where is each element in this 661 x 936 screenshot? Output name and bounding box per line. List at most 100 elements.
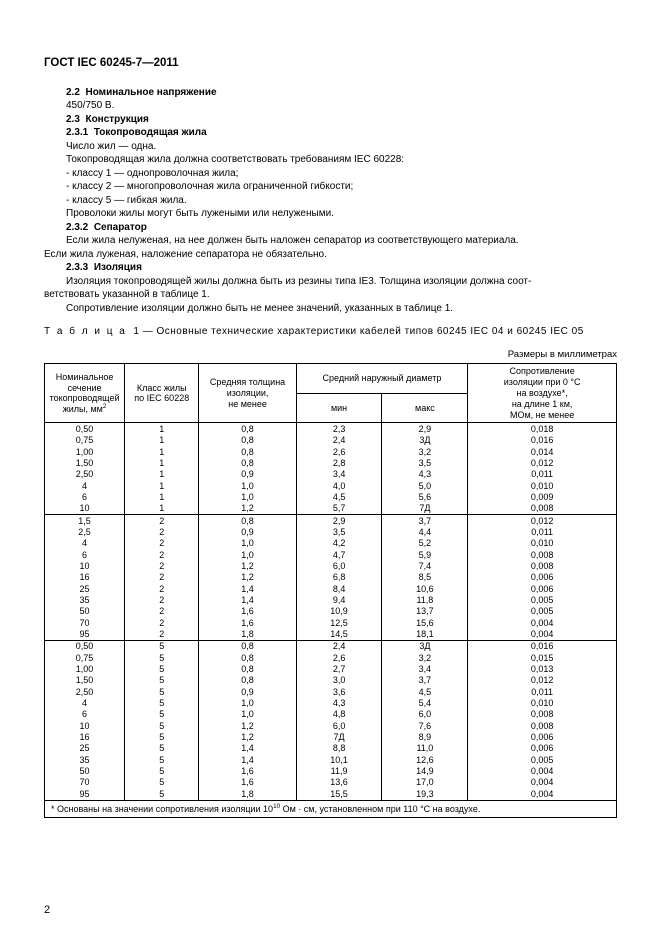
- th-max: макс: [382, 393, 468, 423]
- table-row: 0,7550,82,63,20,015: [45, 652, 617, 663]
- table-cell: 7Д: [382, 503, 468, 515]
- table-cell: 70: [45, 777, 125, 788]
- table-cell: 1,2: [199, 560, 296, 571]
- table-cell: 0,8: [199, 640, 296, 652]
- table-cell: 10: [45, 503, 125, 515]
- table-row: 1011,25,77Д0,008: [45, 503, 617, 515]
- table-cell: 6,0: [296, 560, 382, 571]
- table-cell: 17,0: [382, 777, 468, 788]
- table-cell: 95: [45, 788, 125, 800]
- table-cell: 6,8: [296, 572, 382, 583]
- table-cell: 7,4: [382, 560, 468, 571]
- table-cell: 2: [125, 629, 199, 641]
- table-cell: 3,0: [296, 675, 382, 686]
- table-cell: 1,2: [199, 503, 296, 515]
- table-cell: 1,4: [199, 743, 296, 754]
- table-cell: 0,008: [468, 549, 617, 560]
- table-cell: 2: [125, 549, 199, 560]
- table-row: 1,520,82,93,70,012: [45, 515, 617, 527]
- section-num: 2.3.2: [66, 222, 88, 233]
- table-cell: 0,9: [199, 469, 296, 480]
- table-row: 411,04,05,00,010: [45, 480, 617, 491]
- table-cell: 70: [45, 617, 125, 628]
- table-cell: 1,00: [45, 446, 125, 457]
- table-cell: 4,3: [296, 698, 382, 709]
- table-row: 651,04,86,00,008: [45, 709, 617, 720]
- doc-header: ГОСТ IEC 60245-7—2011: [44, 56, 617, 72]
- table-cell: 8,4: [296, 583, 382, 594]
- table-cell: 0,008: [468, 720, 617, 731]
- table-cell: 5,6: [382, 491, 468, 502]
- p-232-1: Если жила нелуженая, на нее должен быть …: [44, 234, 617, 248]
- table-cell: 3,7: [382, 675, 468, 686]
- table-cell: 0,8: [199, 457, 296, 468]
- table-cell: 0,008: [468, 560, 617, 571]
- table-cell: 5,2: [382, 538, 468, 549]
- table-cell: 0,018: [468, 423, 617, 435]
- table-cell: 35: [45, 594, 125, 605]
- table-cell: 5: [125, 720, 199, 731]
- table-cell: 4,5: [382, 686, 468, 697]
- table-cell: 0,012: [468, 457, 617, 468]
- table-cell: 3,2: [382, 652, 468, 663]
- table-cell: 5,0: [382, 480, 468, 491]
- section-2-3-2-heading: 2.3.2 Сепаратор: [66, 221, 617, 235]
- table-cell: 18,1: [382, 629, 468, 641]
- table-cell: 1,6: [199, 606, 296, 617]
- table-cell: 16: [45, 572, 125, 583]
- table-cell: 1,2: [199, 732, 296, 743]
- table-cell: 10: [45, 720, 125, 731]
- table-cell: 5: [125, 709, 199, 720]
- table-row: 2,5050,93,64,50,011: [45, 686, 617, 697]
- table-cell: 0,004: [468, 777, 617, 788]
- table-row: 1621,26,88,50,006: [45, 572, 617, 583]
- table-cell: 6: [45, 549, 125, 560]
- table-cell: 2: [125, 583, 199, 594]
- table-cell: 1,50: [45, 457, 125, 468]
- table-cell: 6,0: [382, 709, 468, 720]
- table-cell: 19,3: [382, 788, 468, 800]
- table-cell: 4,8: [296, 709, 382, 720]
- table-row: 3551,410,112,60,005: [45, 754, 617, 765]
- table-cell: 1,0: [199, 491, 296, 502]
- table-cell: 5: [125, 698, 199, 709]
- table-row: 3521,49,411,80,005: [45, 594, 617, 605]
- table-cell: 1,6: [199, 766, 296, 777]
- section-num: 2.3.3: [66, 262, 88, 273]
- table-cell: 4,3: [382, 469, 468, 480]
- p-231-3: Проволоки жилы могут быть лужеными или н…: [66, 207, 617, 221]
- table-cell: 4,0: [296, 480, 382, 491]
- table-cell: 0,005: [468, 754, 617, 765]
- table-cell: 4,5: [296, 491, 382, 502]
- table-row: 1,0010,82,63,20,014: [45, 446, 617, 457]
- table-cell: 2: [125, 526, 199, 537]
- table-body: 0,5010,82,32,90,0180,7510,82,43Д0,0161,0…: [45, 423, 617, 800]
- section-num: 2.3.1: [66, 127, 88, 138]
- table-cell: 13,6: [296, 777, 382, 788]
- table-cell: 0,008: [468, 709, 617, 720]
- table-cell: 4: [45, 480, 125, 491]
- table-row: 1,5010,82,83,50,012: [45, 457, 617, 468]
- table-cell: 10,1: [296, 754, 382, 765]
- table-cell: 0,8: [199, 664, 296, 675]
- table-cell: 1: [125, 423, 199, 435]
- table-cell: 15,5: [296, 788, 382, 800]
- table-cell: 0,8: [199, 446, 296, 457]
- table-cell: 1,0: [199, 480, 296, 491]
- table-cell: 2,8: [296, 457, 382, 468]
- table-cell: 5: [125, 664, 199, 675]
- table-cell: 2,6: [296, 652, 382, 663]
- table-cell: 14,5: [296, 629, 382, 641]
- table-cell: 2,7: [296, 664, 382, 675]
- table-cell: 1,00: [45, 664, 125, 675]
- table-row: 5021,610,913,70,005: [45, 606, 617, 617]
- table-cell: 1,0: [199, 698, 296, 709]
- table-cell: 0,008: [468, 503, 617, 515]
- characteristics-table: Номинальное сечение токопроводящей жилы,…: [44, 363, 617, 818]
- table-row: 1,0050,82,73,40,013: [45, 664, 617, 675]
- table-row: 2521,48,410,60,006: [45, 583, 617, 594]
- table-row: 7021,612,515,60,004: [45, 617, 617, 628]
- table-cell: 25: [45, 743, 125, 754]
- table-cell: 8,9: [382, 732, 468, 743]
- table-cell: 11,9: [296, 766, 382, 777]
